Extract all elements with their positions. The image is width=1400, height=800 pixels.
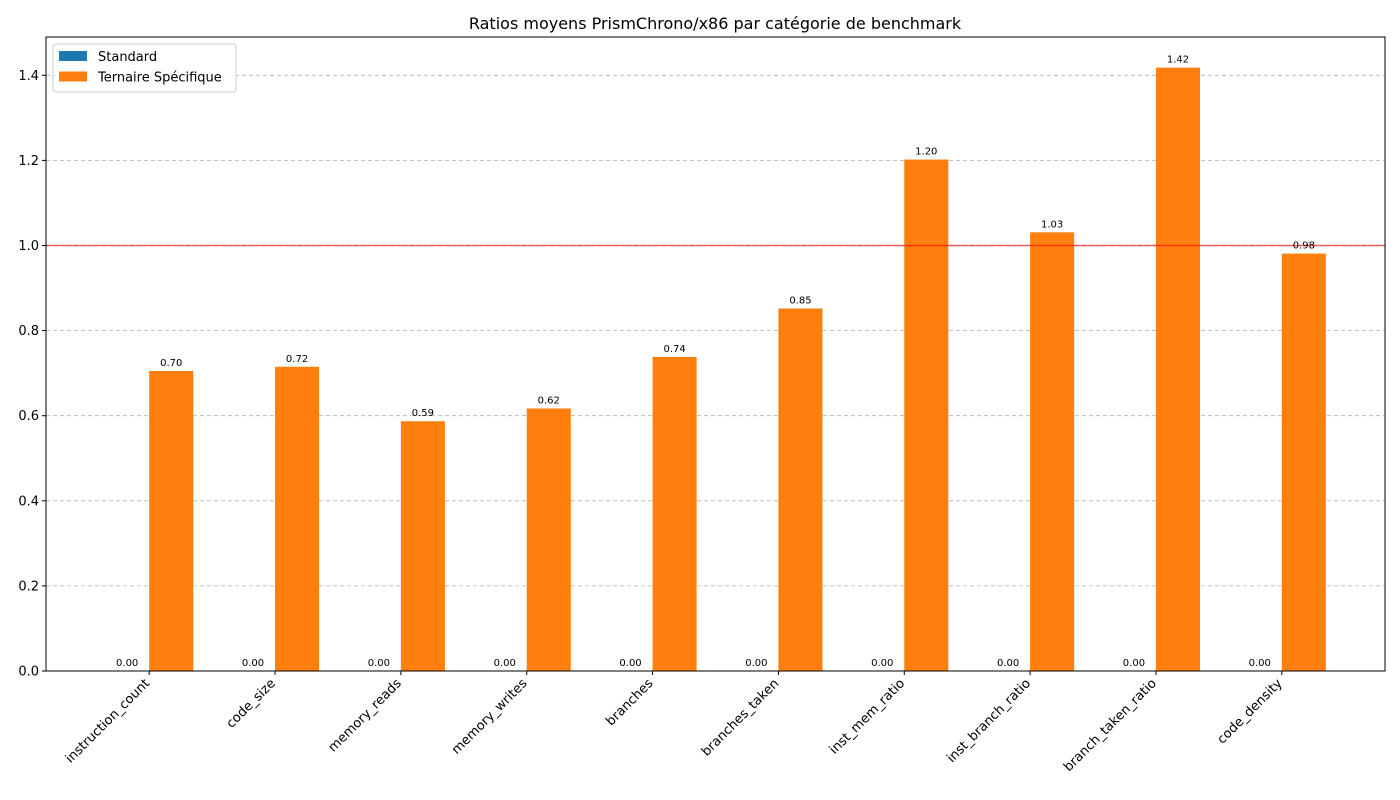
bar-value-label: 0.62 <box>538 395 560 406</box>
x-tick-label: code_density <box>1215 676 1286 747</box>
bar-value-label: 0.00 <box>494 658 516 669</box>
bar-value-label: 0.59 <box>412 408 434 419</box>
legend: Standard Ternaire Spécifique <box>52 43 237 93</box>
y-tick-label: 0.0 <box>18 665 39 680</box>
bars <box>149 67 1326 672</box>
x-tick-label: code_size <box>224 676 279 731</box>
bar-value-label: 0.00 <box>871 658 893 669</box>
legend-swatch <box>59 71 87 82</box>
bar-value-label: 0.00 <box>1123 658 1145 669</box>
bar <box>904 159 949 671</box>
bar <box>1155 67 1201 672</box>
bar <box>652 356 697 671</box>
legend-label: Ternaire Spécifique <box>97 71 222 86</box>
bar <box>400 421 445 671</box>
bar-value-label: 0.72 <box>286 354 308 365</box>
bar-value-label: 0.00 <box>745 658 767 669</box>
y-tick-label: 0.2 <box>18 579 39 594</box>
bar-value-label: 1.20 <box>915 147 937 158</box>
bar <box>1030 232 1075 672</box>
x-tick-label: instruction_count <box>63 676 153 766</box>
x-tick-label: memory_writes <box>449 676 531 758</box>
legend-box <box>52 43 237 93</box>
bar-labels: 0.00 0.70 0.00 0.72 0.00 0.59 0.00 0.62 0.00 0.74… <box>116 55 1315 669</box>
x-tick-label: branch_taken_ratio <box>1061 676 1160 775</box>
x-tick-label: branches <box>603 676 656 729</box>
y-axis: 0.0 0.2 0.4 0.6 0.8 1.0 1.2 1.4 <box>18 69 46 680</box>
x-tick-label: branches_taken <box>699 676 782 759</box>
y-tick-label: 0.8 <box>18 324 39 339</box>
bar-value-label: 0.00 <box>116 658 138 669</box>
bar <box>778 308 823 671</box>
bar-value-label: 0.00 <box>1249 658 1271 669</box>
bar-value-label: 0.00 <box>242 658 264 669</box>
y-tick-label: 1.0 <box>18 239 39 254</box>
y-tick-label: 1.4 <box>18 69 39 84</box>
y-tick-label: 0.4 <box>18 494 39 509</box>
chart-title: Ratios moyens PrismChrono/x86 par catégo… <box>469 14 962 33</box>
legend-swatch <box>59 51 87 61</box>
bar-value-label: 0.00 <box>619 658 641 669</box>
x-tick-label: inst_branch_ratio <box>944 676 1034 766</box>
bar-value-label: 0.74 <box>663 344 685 355</box>
bar-value-label: 0.85 <box>789 295 811 306</box>
bar-value-label: 0.00 <box>368 658 390 669</box>
bar <box>526 408 571 671</box>
bar-value-label: 1.03 <box>1041 219 1063 230</box>
bar <box>275 366 320 671</box>
bar-value-label: 0.70 <box>160 358 182 369</box>
bar <box>1281 253 1326 671</box>
legend-label: Standard <box>98 50 157 65</box>
bar-value-label: 0.00 <box>997 658 1019 669</box>
bar-value-label: 1.42 <box>1167 55 1189 66</box>
x-axis: instruction_count code_size memory_reads me… <box>63 671 1286 775</box>
plot-area-frame <box>45 36 1386 672</box>
x-tick-label: memory_reads <box>326 676 405 755</box>
bar-value-label: 0.98 <box>1293 241 1315 252</box>
x-tick-label: inst_mem_ratio <box>827 676 908 757</box>
bar <box>149 371 194 671</box>
y-tick-label: 1.2 <box>18 154 39 169</box>
y-tick-label: 0.6 <box>18 409 39 424</box>
